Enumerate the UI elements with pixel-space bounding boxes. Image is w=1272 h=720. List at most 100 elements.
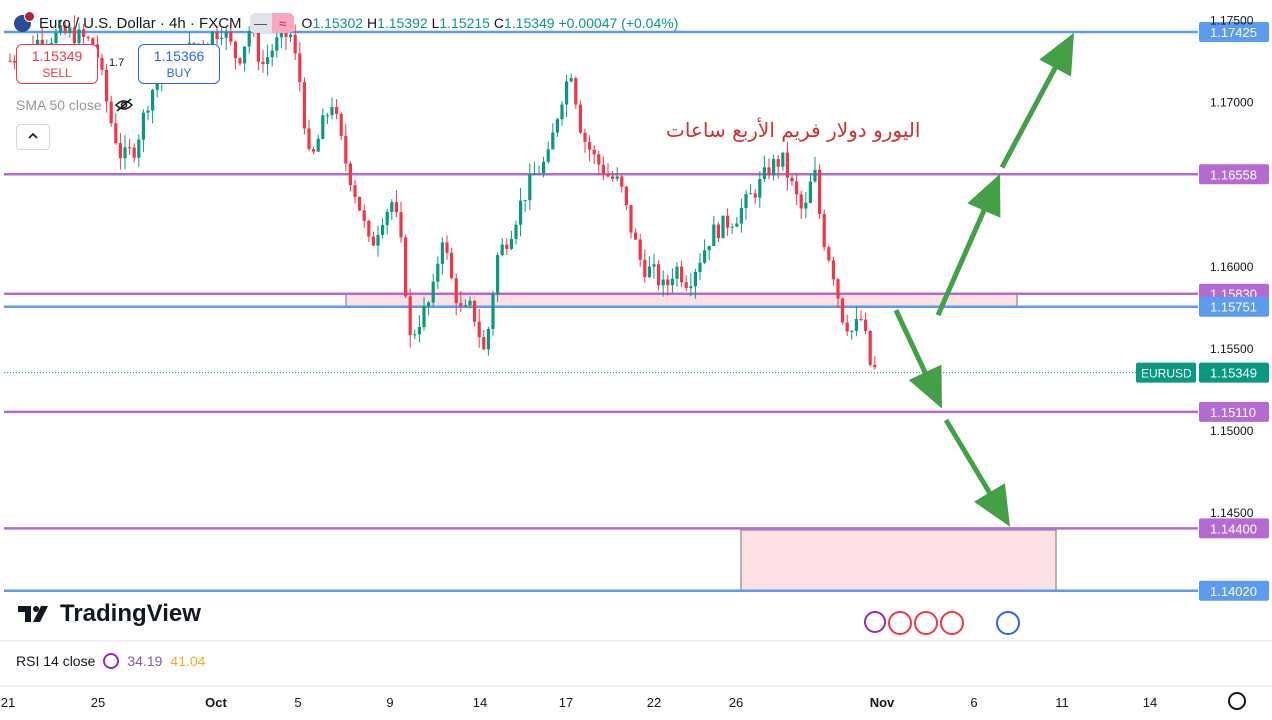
symbol-title[interactable]: Euro / U.S. Dollar · 4h · FXCM: [39, 14, 242, 32]
candle-body: [808, 181, 812, 203]
buy-button[interactable]: 1.15366 BUY: [138, 44, 220, 84]
candle-body: [827, 247, 831, 261]
approx-icon[interactable]: ≈: [271, 13, 294, 33]
candle-body: [772, 159, 776, 176]
candle-body: [220, 37, 224, 39]
candle-body: [739, 207, 743, 224]
candle-body: [316, 138, 320, 152]
y-tick-label: 1.14500: [1210, 506, 1254, 520]
tradingview-logo[interactable]: TradingView: [18, 600, 201, 628]
candle-body: [574, 78, 578, 105]
eye-hidden-icon[interactable]: [114, 97, 134, 113]
economic-events[interactable]: [864, 611, 964, 635]
refresh-icon[interactable]: [103, 653, 120, 669]
candle-body: [367, 220, 371, 237]
eu-events[interactable]: [996, 611, 1020, 635]
candle-body: [40, 39, 44, 48]
candle-body: [555, 119, 559, 133]
candle-body: [486, 328, 490, 350]
zones: [345, 292, 1057, 592]
rsi-legend[interactable]: RSI 14 close 34.19 41.04: [16, 653, 205, 669]
candle-body: [854, 319, 858, 331]
candle-body: [275, 37, 279, 51]
candle-body: [514, 224, 518, 239]
level-price-label: 1.15751: [1210, 300, 1257, 315]
candle-body: [675, 266, 679, 279]
candle-body: [82, 29, 86, 38]
gear-icon[interactable]: [1228, 692, 1246, 710]
eu-event-icon[interactable]: [996, 611, 1020, 635]
candle-body: [13, 60, 17, 63]
candle-body: [335, 107, 339, 115]
y-tick-label: 1.16000: [1210, 260, 1254, 274]
candle-body: [390, 202, 394, 212]
rsi-label: RSI 14 close: [16, 653, 96, 669]
candle-body: [693, 272, 697, 287]
candle-body: [657, 264, 661, 286]
candle-body: [215, 31, 219, 39]
candle-body: [151, 89, 155, 111]
candle-body: [721, 215, 725, 239]
candle-body: [712, 224, 716, 246]
chart-annotation[interactable]: اليورو دولار فريم الأربع ساعات: [666, 118, 921, 142]
sma-legend[interactable]: SMA 50 close: [16, 97, 134, 113]
chart-toggle[interactable]: — ≈: [249, 13, 294, 33]
collapse-legend-button[interactable]: [16, 124, 50, 150]
candle-body: [146, 110, 150, 113]
candle-body: [210, 31, 214, 45]
candle-body: [344, 135, 348, 164]
sell-button[interactable]: 1.15349 SELL: [16, 44, 98, 84]
x-tick-label: Nov: [870, 695, 895, 710]
candle-body: [560, 104, 564, 120]
candle-body: [753, 193, 757, 198]
chart-grid: [0, 640, 1272, 687]
candle-body: [859, 319, 863, 321]
sma-label: SMA 50 close: [16, 97, 102, 113]
candle-body: [528, 174, 532, 201]
candle-body: [8, 60, 12, 62]
candle-body: [643, 259, 647, 278]
candle-body: [546, 149, 550, 162]
candle-body: [376, 234, 380, 246]
candle-body: [542, 161, 546, 174]
level-price-tag: [1199, 164, 1269, 185]
flash-event-icon[interactable]: [864, 611, 886, 633]
candle-body: [330, 107, 334, 116]
candle-body: [463, 305, 467, 307]
candle-body: [799, 194, 803, 209]
level-price-tag: [1199, 518, 1269, 539]
candle-body: [141, 112, 145, 140]
chevron-up-icon: [28, 132, 38, 139]
candle-body: [63, 25, 67, 33]
candle-body: [155, 81, 159, 90]
us-event-icon[interactable]: [888, 611, 912, 635]
candle-body: [749, 193, 753, 195]
candle-body: [270, 50, 274, 58]
candle-body: [735, 223, 739, 227]
eurusd-flag-icon: [14, 10, 35, 32]
us-event-icon[interactable]: [940, 611, 964, 635]
candle-body: [578, 104, 582, 133]
candle-body: [229, 31, 233, 42]
candle-body: [647, 266, 651, 278]
us-event-icon[interactable]: [914, 611, 938, 635]
x-tick-label: 21: [1, 695, 15, 710]
candle-body: [597, 154, 601, 165]
candle-body: [500, 244, 504, 256]
candle-body: [224, 31, 228, 38]
candle-body: [362, 210, 366, 221]
candle-body: [247, 31, 251, 47]
minus-icon[interactable]: —: [249, 13, 272, 33]
candle-body: [339, 114, 343, 136]
x-tick-label: 25: [91, 695, 105, 710]
candle-body: [629, 204, 633, 233]
sell-price: 1.15349: [31, 48, 83, 64]
candle-body: [758, 178, 762, 198]
candle-body: [381, 224, 385, 235]
candle-body: [454, 278, 458, 304]
x-tick-label: 26: [729, 695, 743, 710]
candle-body: [132, 147, 136, 158]
candle-body: [491, 294, 495, 329]
candle-body: [279, 29, 283, 38]
